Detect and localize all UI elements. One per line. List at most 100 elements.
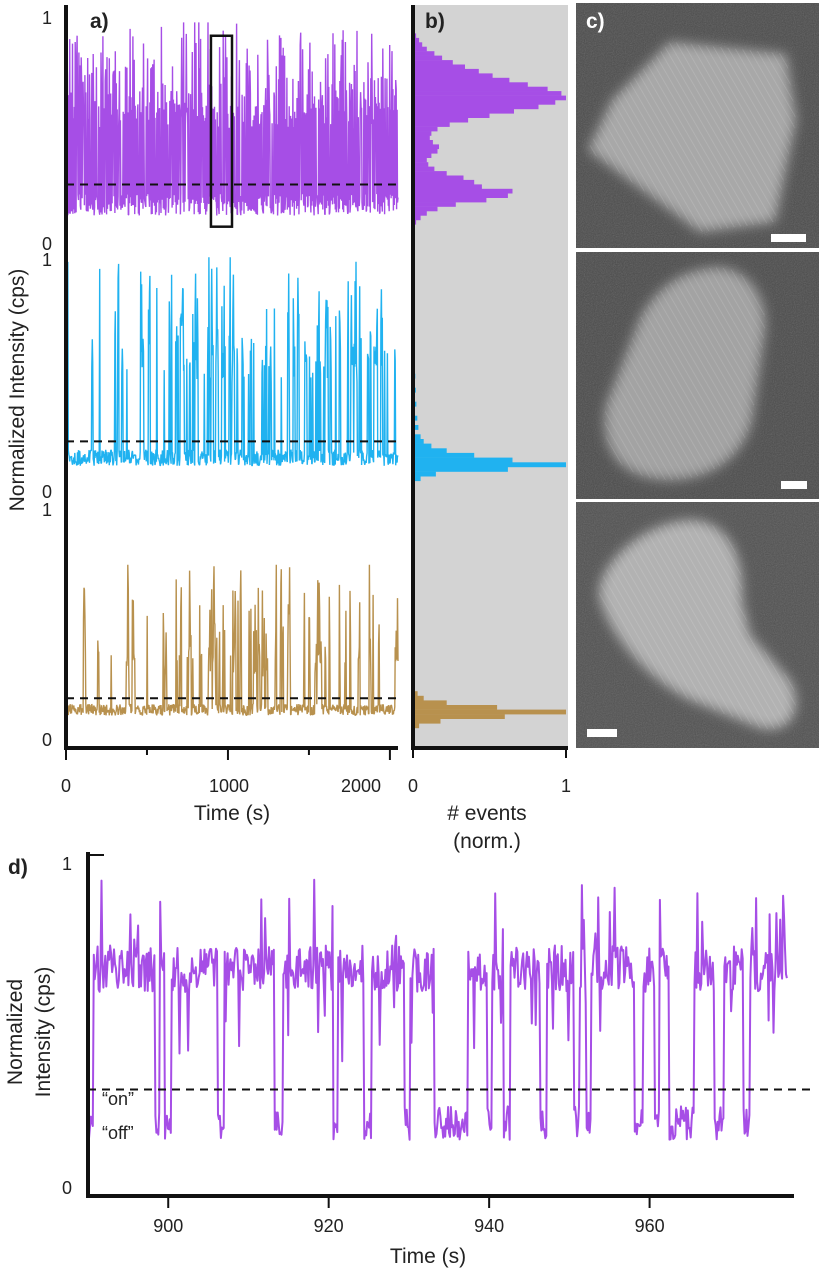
panel-b-bar-2-14	[413, 457, 513, 463]
panel-c-label: c)	[586, 10, 605, 33]
panel-d-y-axis-label-2: Intensity (cps)	[32, 967, 55, 1098]
panel-b-bar-2-18	[413, 476, 421, 482]
panel-d-zoomed-trace: 900 920 940 960 d) 1 0 Normalized Intensity…	[4, 852, 812, 1268]
panel-b-bar-1-3	[413, 42, 423, 47]
panel-b-bar-2-13	[413, 452, 475, 458]
panel-b-bar-1-31	[413, 166, 435, 172]
panel-a-3-ytick-min: 0	[42, 730, 52, 750]
panel-b-bar-3-3	[413, 700, 447, 706]
panel-b-bar-1-36	[413, 188, 513, 194]
panel-b-label: b)	[425, 10, 445, 33]
panel-a-xtick-label-1000: 1000	[209, 776, 249, 796]
panel-b-bar-1-20	[413, 117, 469, 123]
panel-b-bar-1-8	[413, 64, 465, 70]
panel-c-micrographs: c)	[576, 3, 819, 748]
panel-d-ytick-label-1: 1	[62, 854, 72, 874]
panel-d-ticks: 900 920 940 960	[153, 1196, 665, 1236]
panel-a-3-ytick-max: 1	[42, 500, 52, 520]
panel-a-y-axis-label: Normalized Intensity (cps)	[6, 269, 29, 512]
panel-b-xtick-label-1: 1	[561, 776, 571, 796]
panel-a-intensity-traces: a) Normalized Intensity (cps) Time (s) 1…	[6, 5, 400, 825]
panel-b-bar-1-18	[413, 108, 514, 114]
panel-b-bar-1-40	[413, 206, 438, 212]
panel-b-bar-1-23	[413, 131, 432, 136]
panel-a-1-ytick-max: 1	[42, 8, 52, 28]
panel-b-bar-1-41	[413, 211, 427, 216]
panel-b-bar-1-9	[413, 68, 479, 74]
panel-b-bar-1-38	[413, 197, 487, 203]
panel-d-xtick-label-940: 940	[474, 1216, 504, 1236]
panel-b-bar-1-42	[413, 215, 421, 221]
panel-b-bar-1-6	[413, 55, 443, 61]
panel-d-xtick-label-960: 960	[635, 1216, 665, 1236]
panel-d-xtick-label-920: 920	[314, 1216, 344, 1236]
panel-d-label: d)	[8, 856, 28, 879]
panel-c-image-2	[576, 252, 819, 499]
panel-b-bar-1-39	[413, 202, 456, 207]
panel-b-bar-2-10	[413, 439, 424, 444]
panel-c-image-1	[576, 3, 819, 248]
panel-c-image-3	[576, 502, 819, 748]
panel-b-bar-1-10	[413, 73, 493, 79]
panel-b-x-axis-label: # events	[447, 802, 526, 825]
panel-b-bar-1-15	[413, 95, 566, 101]
panel-b-bar-3-8	[413, 723, 420, 729]
panel-b-bar-3-6	[413, 714, 505, 719]
panel-b-bar-1-7	[413, 60, 453, 65]
panel-b-xtick-label-0: 0	[408, 776, 418, 796]
panel-b-bar-1-14	[413, 91, 562, 96]
panel-b-bar-2-12	[413, 448, 447, 454]
panel-b-bar-1-16	[413, 100, 556, 105]
panel-b-bar-2-8	[413, 425, 419, 430]
panel-a-x-axis-label: Time (s)	[194, 802, 270, 825]
panel-d-xtick-label-900: 900	[153, 1216, 183, 1236]
panel-b-bar-1-22	[413, 126, 438, 132]
panel-b-histograms: b) 0 1 # events (norm.)	[408, 5, 571, 853]
panel-b-bar-3-5	[413, 709, 566, 715]
panel-a-trace-2	[65, 257, 399, 467]
panel-d-ytick-label-0: 0	[62, 1178, 72, 1198]
panel-d-off-label: “off”	[102, 1123, 134, 1143]
panel-b-bar-1-27	[413, 148, 438, 154]
panel-a-label: a)	[90, 10, 109, 33]
panel-b-bar-3-7	[413, 718, 441, 724]
panel-b-bar-1-34	[413, 179, 475, 185]
scale-bar-2	[781, 481, 807, 489]
panel-b-x-axis-label-2: (norm.)	[453, 830, 521, 853]
panel-d-x-axis-label: Time (s)	[390, 1245, 466, 1268]
panel-b-bar-2-16	[413, 466, 508, 472]
panel-b-bar-1-29	[413, 157, 427, 163]
panel-a-highlight-box	[209, 34, 234, 228]
panel-a-2-ytick-min: 0	[42, 482, 52, 502]
scale-bar-3	[587, 729, 617, 737]
panel-a-ticks	[65, 748, 391, 760]
panel-a-2-ytick-max: 1	[42, 250, 52, 270]
panel-a-trace-3	[65, 564, 399, 717]
panel-b-bar-3-4	[413, 705, 498, 710]
panel-b-bar-1-17	[413, 104, 539, 110]
panel-b-bar-1-28	[413, 153, 432, 158]
panel-b-bar-1-5	[413, 51, 435, 56]
panel-b-bar-1-25	[413, 140, 433, 145]
panel-a-1-ytick-min: 0	[42, 234, 52, 254]
panel-d-y-axis-label: Normalized	[4, 979, 27, 1085]
panel-b-bar-1-26	[413, 144, 439, 150]
panel-d-trace-line	[87, 878, 788, 1141]
panel-b-bar-1-24	[413, 135, 430, 141]
panel-d-trace	[87, 878, 788, 1141]
panel-b-bar-1-19	[413, 113, 490, 118]
panel-b-bar-1-32	[413, 171, 447, 176]
panel-b-bar-3-1	[413, 691, 418, 696]
panel-b-bar-1-21	[413, 122, 450, 127]
panel-b-bar-1-4	[413, 46, 427, 52]
panel-b-bar-1-12	[413, 82, 528, 87]
panel-b-bar-1-35	[413, 184, 482, 190]
panel-b-bar-1-33	[413, 175, 464, 181]
panel-b-bars	[413, 29, 566, 729]
panel-b-bar-2-15	[413, 462, 566, 468]
panel-b-bar-1-2	[413, 37, 420, 43]
panel-b-bar-3-2	[413, 695, 424, 701]
panel-b-background	[413, 5, 568, 748]
scale-bar-1	[771, 234, 806, 242]
